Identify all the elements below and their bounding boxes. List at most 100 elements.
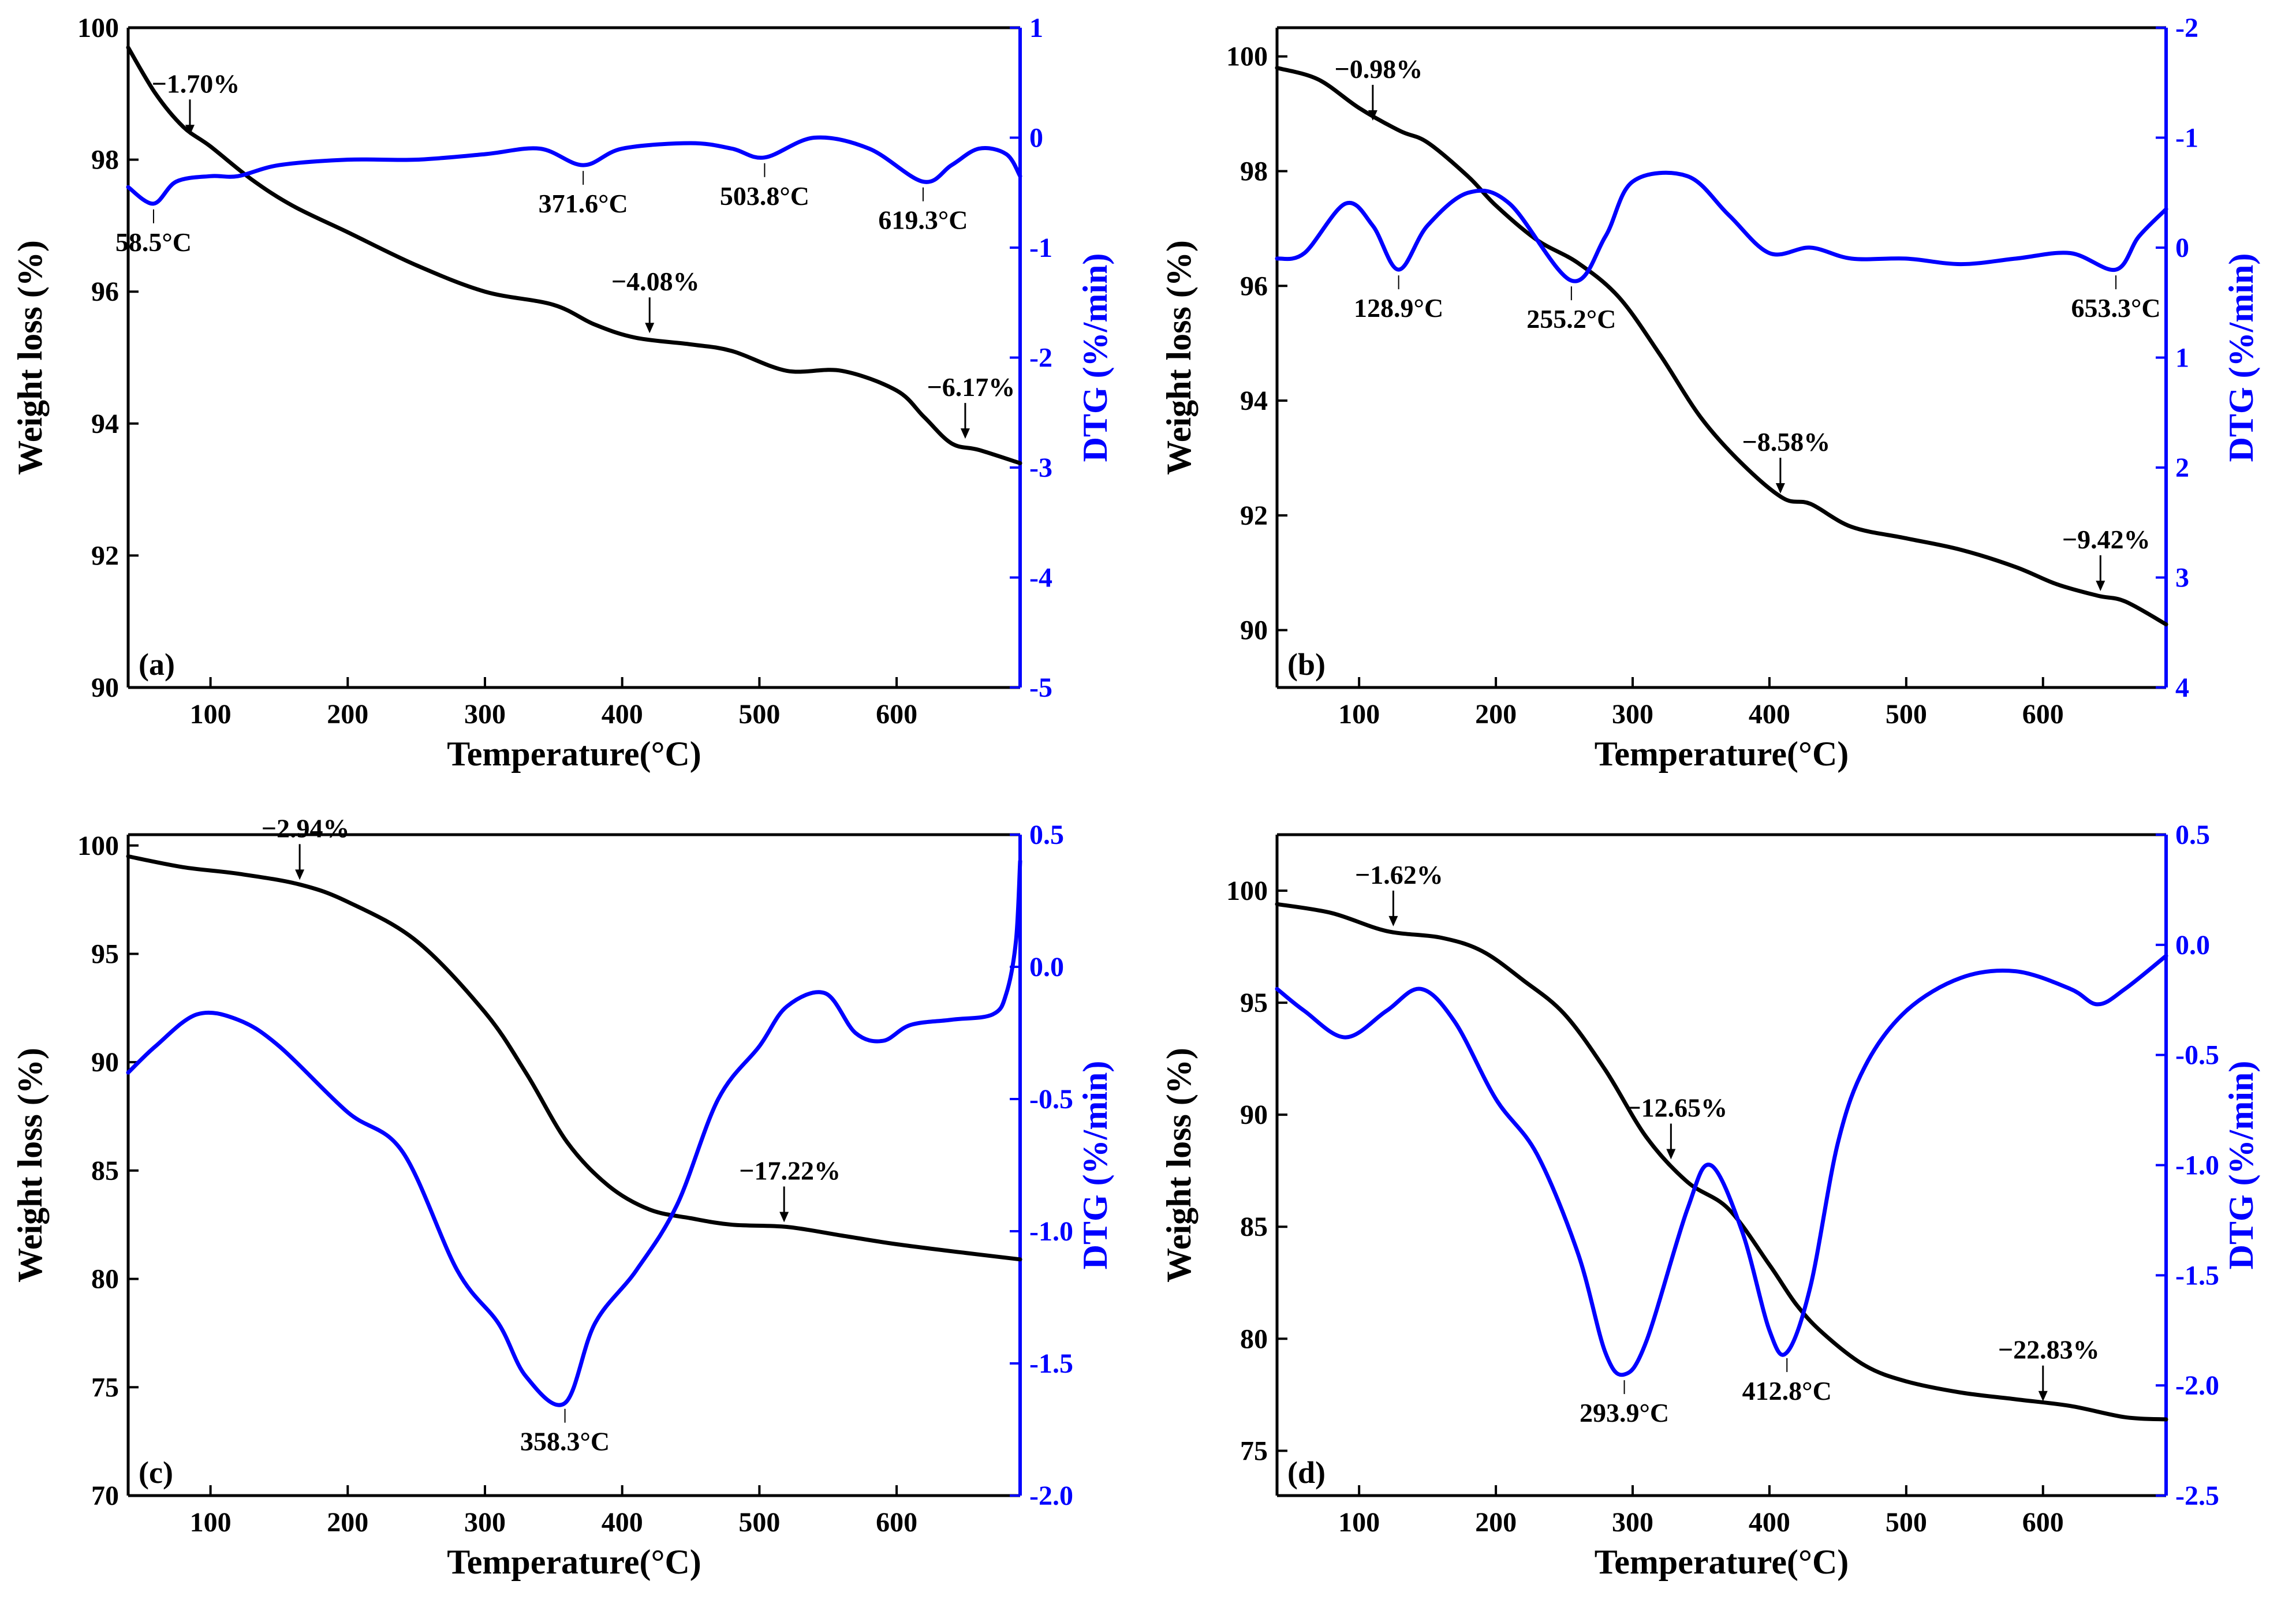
y-tick-label-left: 90 [1240,1100,1268,1130]
x-tick-label: 400 [1749,1507,1790,1538]
y-tick-label-right: -1.5 [1029,1348,1073,1379]
y-tick-label-right: -2.0 [1029,1481,1073,1511]
y-tick-label-right: 1 [1029,13,1043,43]
y-tick-label-left: 80 [91,1264,119,1295]
y-tick-label-left: 92 [91,540,119,571]
y-tick-label-left: 90 [91,1047,119,1078]
y-tick-label-left: 92 [1240,500,1268,531]
annotation-label: 358.3°C [520,1427,610,1456]
y-axis-label-left: Weight loss (%) [1160,1048,1198,1283]
dtg-series-line [1275,170,2168,283]
y-tick-label-left: 90 [91,672,119,703]
y-tick-label-left: 98 [1240,156,1268,186]
annotation-arrowhead [645,323,655,334]
y-tick-label-right: -1.5 [2175,1260,2219,1291]
y-tick-label-right: -2.5 [2175,1481,2219,1511]
y-tick-label-right: 0.0 [2175,930,2210,961]
x-tick-label: 500 [738,1507,780,1538]
y-tick-label-right: -3 [1029,453,1052,483]
weight-loss-series-line [126,854,1022,1262]
annotation-arrowhead [1775,483,1785,494]
x-tick-label: 500 [1886,1507,1927,1538]
annotation-arrowhead [295,869,305,880]
y-tick-label-right: -1 [1029,233,1052,263]
annotation-label: −22.83% [1998,1335,2100,1365]
y-tick-label-left: 85 [1240,1212,1268,1242]
y-tick-label-right: -2 [2175,13,2198,43]
x-tick-label: 200 [327,1507,368,1538]
y-axis-label-left: Weight loss (%) [11,1048,49,1283]
x-tick-label: 200 [1475,699,1517,730]
x-tick-label: 100 [190,699,232,730]
weight-loss-series-line [1275,902,2168,1422]
y-tick-label-right: 1 [2175,343,2189,373]
panel-label: (d) [1287,1455,1326,1490]
y-tick-label-left: 90 [1240,615,1268,646]
x-axis-label: Temperature(°C) [447,735,701,773]
annotation-label: −12.65% [1626,1093,1727,1123]
y-tick-label-right: -5 [1029,672,1052,703]
y-axis-label-right: DTG (%/min) [1076,1061,1114,1270]
x-tick-label: 400 [602,699,643,730]
x-tick-label: 400 [602,1507,643,1538]
annotation-label: −6.17% [927,372,1016,402]
y-tick-label-right: -0.5 [1029,1084,1073,1115]
dtg-series-line [126,859,1022,1407]
annotation-label: −8.58% [1742,427,1831,457]
y-tick-label-left: 70 [91,1481,119,1511]
y-tick-label-left: 94 [1240,386,1268,416]
y-axis-label-right: DTG (%/min) [2222,1061,2260,1270]
y-tick-label-left: 100 [77,13,119,43]
y-tick-label-right: -2.0 [2175,1370,2219,1401]
y-tick-label-right: -0.5 [2175,1040,2219,1071]
y-axis-label-right: DTG (%/min) [1076,253,1114,462]
y-tick-label-left: 95 [1240,988,1268,1018]
annotation-arrowhead [1666,1149,1676,1160]
y-tick-label-right: 3 [2175,563,2189,593]
annotation-arrowhead [2096,580,2105,591]
x-tick-label: 200 [1475,1507,1517,1538]
annotation-label: 653.3°C [2071,293,2160,323]
x-tick-label: 500 [1886,699,1927,730]
annotation-label: −1.70% [152,69,240,98]
panel-0: 100 200 300 400 500 600 90 92 94 96 98 100 -5 -4 -3 -2 -… [11,13,1114,773]
annotation-arrowhead [1388,915,1398,926]
y-tick-label-right: -1.0 [1029,1216,1073,1247]
y-tick-label-left: 96 [1240,271,1268,301]
annotation-arrowhead [779,1212,789,1223]
annotation-label: 128.9°C [1354,293,1443,323]
annotation-label: −2.94% [262,813,350,843]
y-axis-label-left: Weight loss (%) [1160,240,1198,475]
x-axis-label: Temperature(°C) [1595,1543,1849,1581]
x-tick-label: 300 [464,699,506,730]
x-tick-label: 600 [876,699,917,730]
y-tick-label-right: 0.5 [1029,820,1064,850]
x-tick-label: 100 [190,1507,232,1538]
x-tick-label: 300 [1612,1507,1653,1538]
x-tick-label: 600 [2022,1507,2064,1538]
x-axis-label: Temperature(°C) [447,1543,701,1581]
y-axis-label-left: Weight loss (%) [11,240,49,475]
y-tick-label-right: 0.0 [1029,952,1064,982]
x-tick-label: 600 [2022,699,2064,730]
y-tick-label-right: 0.5 [2175,820,2210,850]
y-tick-label-right: 0 [2175,233,2189,263]
weight-loss-series-line [1275,66,2168,627]
y-tick-label-left: 85 [91,1156,119,1186]
annotation-label: −1.62% [1355,860,1443,890]
annotation-label: 371.6°C [539,189,628,218]
weight-loss-series-line [126,45,1022,465]
y-tick-label-right: -2 [1029,343,1052,373]
y-axis-label-right: DTG (%/min) [2222,253,2260,462]
x-tick-label: 200 [327,699,368,730]
y-tick-label-left: 98 [91,145,119,175]
y-tick-label-left: 100 [1226,42,1268,72]
x-tick-label: 100 [1338,699,1380,730]
x-axis-label: Temperature(°C) [1595,735,1849,773]
y-tick-label-right: 4 [2175,672,2189,703]
panel-label: (b) [1287,647,1326,682]
panel-label: (c) [139,1455,173,1490]
annotation-label: 412.8°C [1742,1376,1832,1406]
